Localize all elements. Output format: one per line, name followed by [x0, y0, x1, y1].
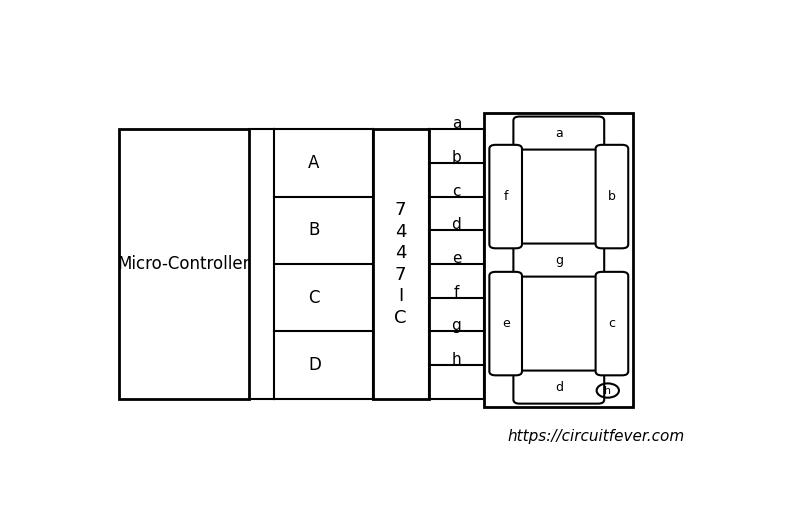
Text: c: c [609, 317, 615, 330]
FancyBboxPatch shape [596, 272, 628, 375]
Bar [118, 129, 249, 399]
Text: A: A [308, 154, 320, 172]
FancyBboxPatch shape [490, 272, 522, 375]
Text: f: f [503, 190, 508, 203]
Text: a: a [555, 127, 562, 140]
Text: 7
4
4
7
I
C: 7 4 4 7 I C [394, 201, 407, 327]
Text: a: a [452, 116, 461, 131]
Text: e: e [502, 317, 510, 330]
Bar [485, 113, 634, 407]
Text: b: b [452, 150, 462, 165]
FancyBboxPatch shape [514, 244, 604, 277]
Text: h: h [604, 386, 611, 396]
Text: g: g [452, 318, 462, 333]
FancyBboxPatch shape [490, 145, 522, 248]
Text: d: d [555, 381, 562, 393]
Text: e: e [452, 251, 462, 266]
Text: https://circuitfever.com: https://circuitfever.com [507, 429, 685, 444]
Text: C: C [308, 289, 320, 307]
Bar [373, 129, 429, 399]
Text: d: d [452, 217, 462, 232]
Text: b: b [608, 190, 616, 203]
FancyBboxPatch shape [514, 116, 604, 149]
Text: h: h [452, 352, 462, 367]
Text: B: B [308, 221, 320, 239]
Text: f: f [454, 285, 459, 300]
FancyBboxPatch shape [596, 145, 628, 248]
Text: c: c [452, 184, 461, 199]
Text: D: D [308, 356, 321, 374]
Text: g: g [555, 253, 562, 267]
FancyBboxPatch shape [514, 371, 604, 404]
Text: Micro-Controller: Micro-Controller [118, 255, 250, 273]
